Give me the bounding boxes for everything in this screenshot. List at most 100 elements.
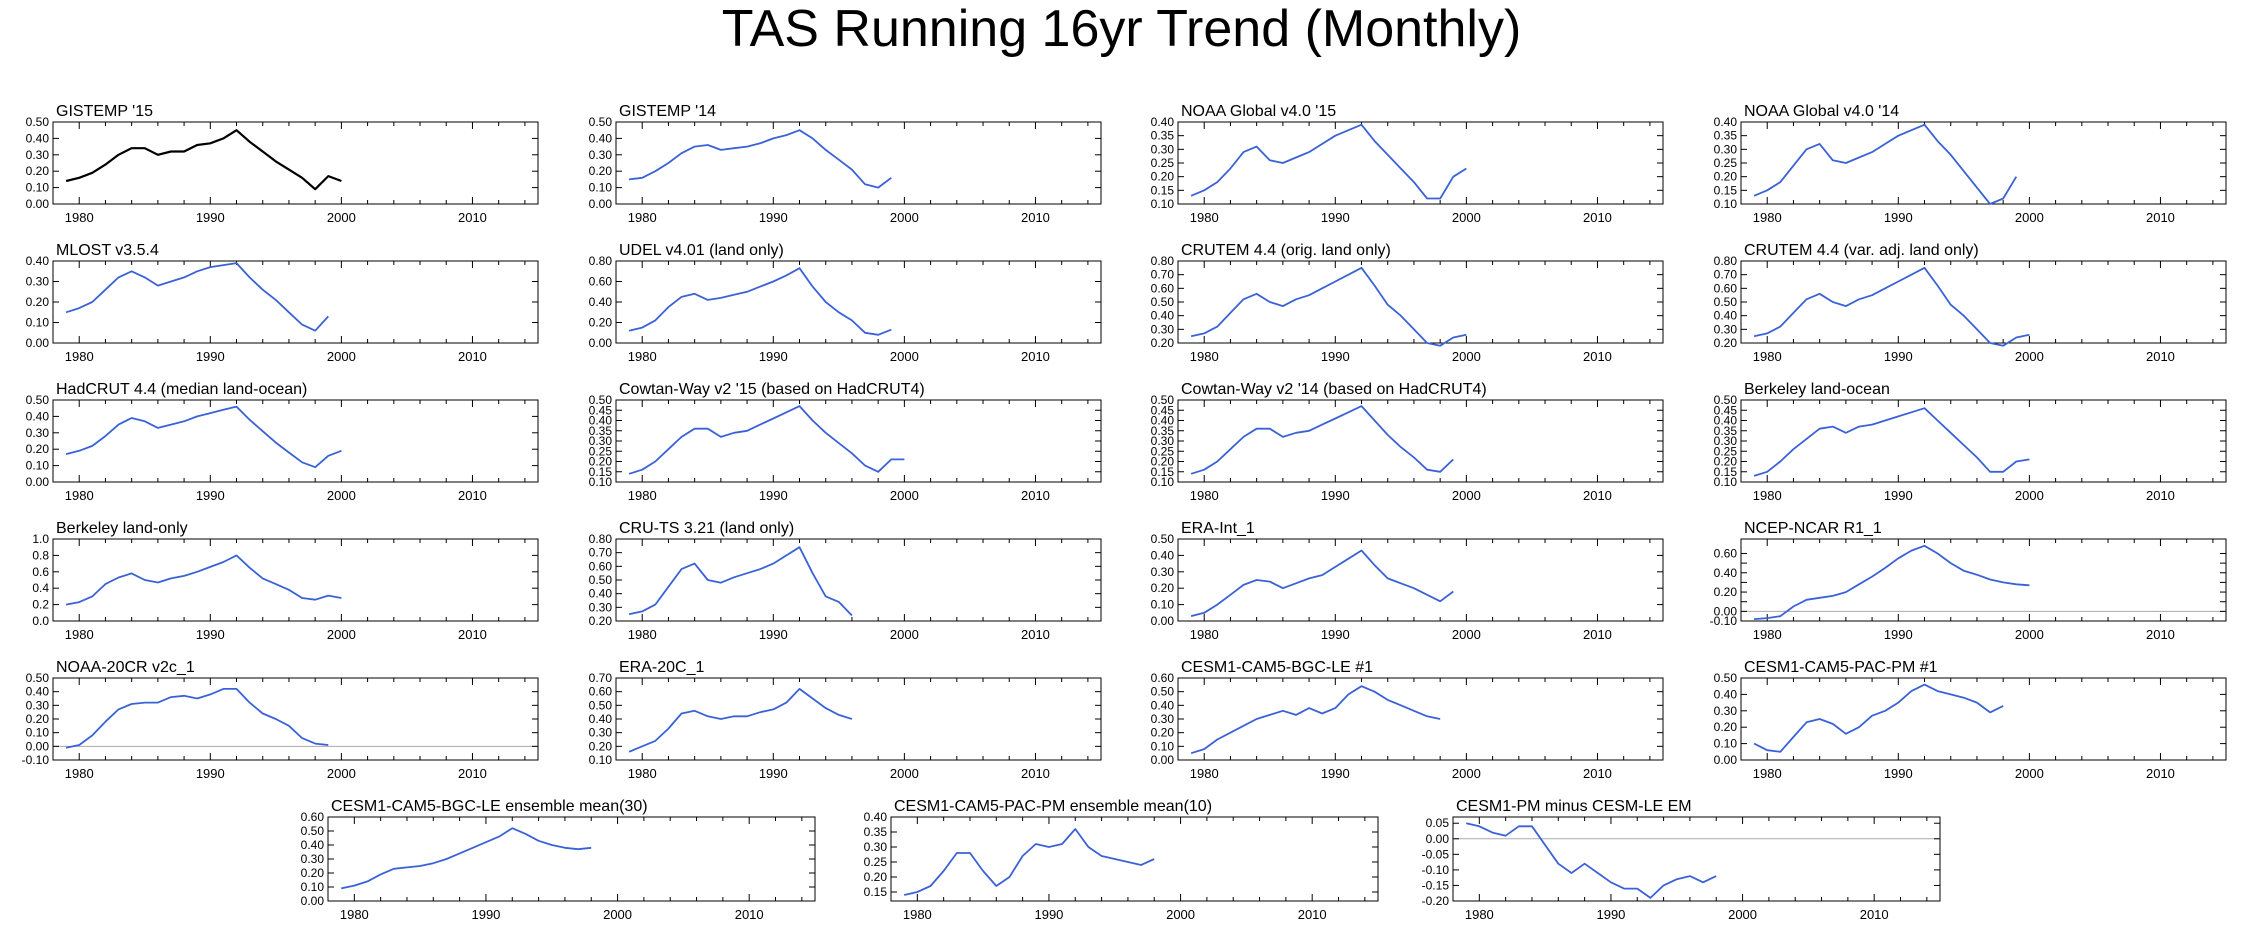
y-tick-label: 0.80 — [1151, 254, 1175, 268]
series-line — [1465, 822, 1717, 899]
x-tick-label: 1990 — [1884, 627, 1913, 642]
y-tick-label: 0.50 — [1714, 295, 1738, 309]
y-tick-label: 0.20 — [26, 295, 50, 309]
plot-frame — [1452, 816, 1941, 902]
x-tick-label: 1980 — [65, 627, 94, 642]
y-tick-label: 0.10 — [1151, 598, 1175, 612]
y-tick-label: 0.20 — [1151, 170, 1175, 184]
y-tick-label: 0.70 — [1151, 268, 1175, 282]
chart-panel-title: Berkeley land-only — [56, 520, 188, 537]
y-tick-label: 0.00 — [1151, 614, 1175, 628]
series-line — [1753, 266, 2030, 347]
x-tick-label: 2010 — [1298, 907, 1327, 922]
y-tick-label: 0.50 — [1151, 295, 1175, 309]
y-tick-label: 0.20 — [589, 614, 613, 628]
series-line — [1753, 123, 2018, 205]
y-tick-label: 0.20 — [864, 870, 888, 884]
y-tick-label: 0.15 — [589, 465, 613, 479]
y-tick-label: 0.0 — [32, 614, 49, 628]
y-tick-label: 0.70 — [589, 671, 613, 685]
chart-panel: GISTEMP '15 1980 1990 2000 2010 0.00 0.10 0.20 0… — [26, 103, 539, 225]
y-tick-label: 0.60 — [1714, 281, 1738, 295]
chart-panel-title: Berkeley land-ocean — [1744, 381, 1890, 398]
x-tick-label: 2000 — [327, 349, 356, 364]
y-tick-label: -0.20 — [1422, 894, 1450, 908]
y-tick-label: 0.40 — [589, 295, 613, 309]
y-tick-label: 0.45 — [1714, 403, 1738, 417]
x-tick-label: 2010 — [2146, 766, 2175, 781]
y-tick-label: 0.10 — [26, 726, 50, 740]
y-tick-label: 0.70 — [589, 546, 613, 560]
y-tick-label: 0.20 — [26, 712, 50, 726]
y-tick-label: 0.00 — [26, 739, 50, 753]
x-tick-label: 1980 — [1190, 627, 1219, 642]
x-tick-label: 2000 — [1452, 210, 1481, 225]
y-tick-label: 0.30 — [589, 600, 613, 614]
chart-panel: Cowtan-Way v2 '14 (based on HadCRUT4) 198… — [1151, 381, 1664, 503]
series-line — [1754, 544, 2030, 620]
y-tick-label: 0.40 — [1714, 414, 1738, 428]
x-tick-label: 2010 — [1583, 488, 1612, 503]
y-tick-label: 0.80 — [589, 254, 613, 268]
x-tick-label: 2010 — [2146, 627, 2175, 642]
y-tick-label: 0.50 — [301, 824, 325, 838]
y-tick-label: 0.70 — [1714, 268, 1738, 282]
x-tick-label: 2000 — [1166, 907, 1195, 922]
x-tick-label: 1990 — [759, 766, 788, 781]
x-tick-label: 2000 — [890, 210, 919, 225]
y-tick-label: 0.25 — [1714, 156, 1738, 170]
series-line — [628, 129, 892, 189]
x-tick-label: 2000 — [2015, 488, 2044, 503]
x-tick-label: 2000 — [1452, 488, 1481, 503]
chart-panel: CESM1-CAM5-PAC-PM ensemble mean(10) 1980 1… — [864, 798, 1379, 922]
plot-frame — [1740, 677, 2227, 761]
chart-panel-title: CRUTEM 4.4 (var. adj. land only) — [1744, 242, 1979, 259]
x-tick-label: 2010 — [2146, 349, 2175, 364]
chart-panel: Berkeley land-only 1980 1990 2000 2010 0.0 0.2… — [32, 520, 539, 642]
x-tick-label: 2000 — [890, 766, 919, 781]
x-tick-label: 1980 — [65, 488, 94, 503]
x-tick-label: 2000 — [603, 907, 632, 922]
x-tick-label: 1980 — [1753, 627, 1782, 642]
y-tick-label: 0.40 — [589, 414, 613, 428]
chart-panel-title: Cowtan-Way v2 '14 (based on HadCRUT4) — [1181, 381, 1487, 398]
chart-panel: CRU-TS 3.21 (land only) 1980 1990 2000 2010 0… — [589, 520, 1102, 642]
x-tick-label: 1990 — [759, 349, 788, 364]
series-line — [65, 262, 329, 332]
y-tick-label: 0.20 — [589, 739, 613, 753]
y-tick-label: 0.30 — [1151, 142, 1175, 156]
y-tick-label: 0.45 — [589, 403, 613, 417]
y-tick-label: 0.40 — [26, 254, 50, 268]
x-tick-label: 2010 — [458, 766, 487, 781]
y-tick-label: 0.60 — [1151, 671, 1175, 685]
y-tick-label: 0.20 — [1714, 720, 1738, 734]
chart-panel: ERA-20C_1 1980 1990 2000 2010 0.100.200.300.4… — [589, 659, 1102, 781]
series-line — [628, 688, 853, 753]
y-tick-label: 0.4 — [32, 581, 49, 595]
y-tick-label: 0.40 — [301, 838, 325, 852]
x-tick-label: 1990 — [759, 210, 788, 225]
plot-frame — [1740, 121, 2227, 205]
plot-frame — [1740, 260, 2227, 344]
x-tick-label: 1980 — [628, 349, 657, 364]
y-tick-label: 0.20 — [1151, 336, 1175, 350]
y-tick-label: 0.25 — [1151, 444, 1175, 458]
y-tick-label: 0.50 — [589, 573, 613, 587]
y-tick-label: 0.10 — [1151, 475, 1175, 489]
x-tick-label: 2000 — [2015, 766, 2044, 781]
x-tick-label: 1990 — [471, 907, 500, 922]
plot-frame — [1177, 677, 1664, 761]
chart-panel-title: CESM1-CAM5-BGC-LE #1 — [1181, 659, 1373, 676]
x-tick-label: 2010 — [1583, 766, 1612, 781]
x-tick-label: 1990 — [759, 488, 788, 503]
y-tick-label: 0.15 — [864, 885, 888, 899]
y-tick-label: 0.40 — [589, 587, 613, 601]
y-tick-label: 0.40 — [864, 810, 888, 824]
y-tick-label: 0.00 — [1714, 604, 1738, 618]
x-tick-label: 1990 — [196, 766, 225, 781]
x-tick-label: 2000 — [890, 627, 919, 642]
y-tick-label: 0.30 — [1151, 712, 1175, 726]
chart-panel-title: CESM1-CAM5-PAC-PM ensemble mean(10) — [894, 798, 1212, 815]
x-tick-label: 1990 — [196, 349, 225, 364]
